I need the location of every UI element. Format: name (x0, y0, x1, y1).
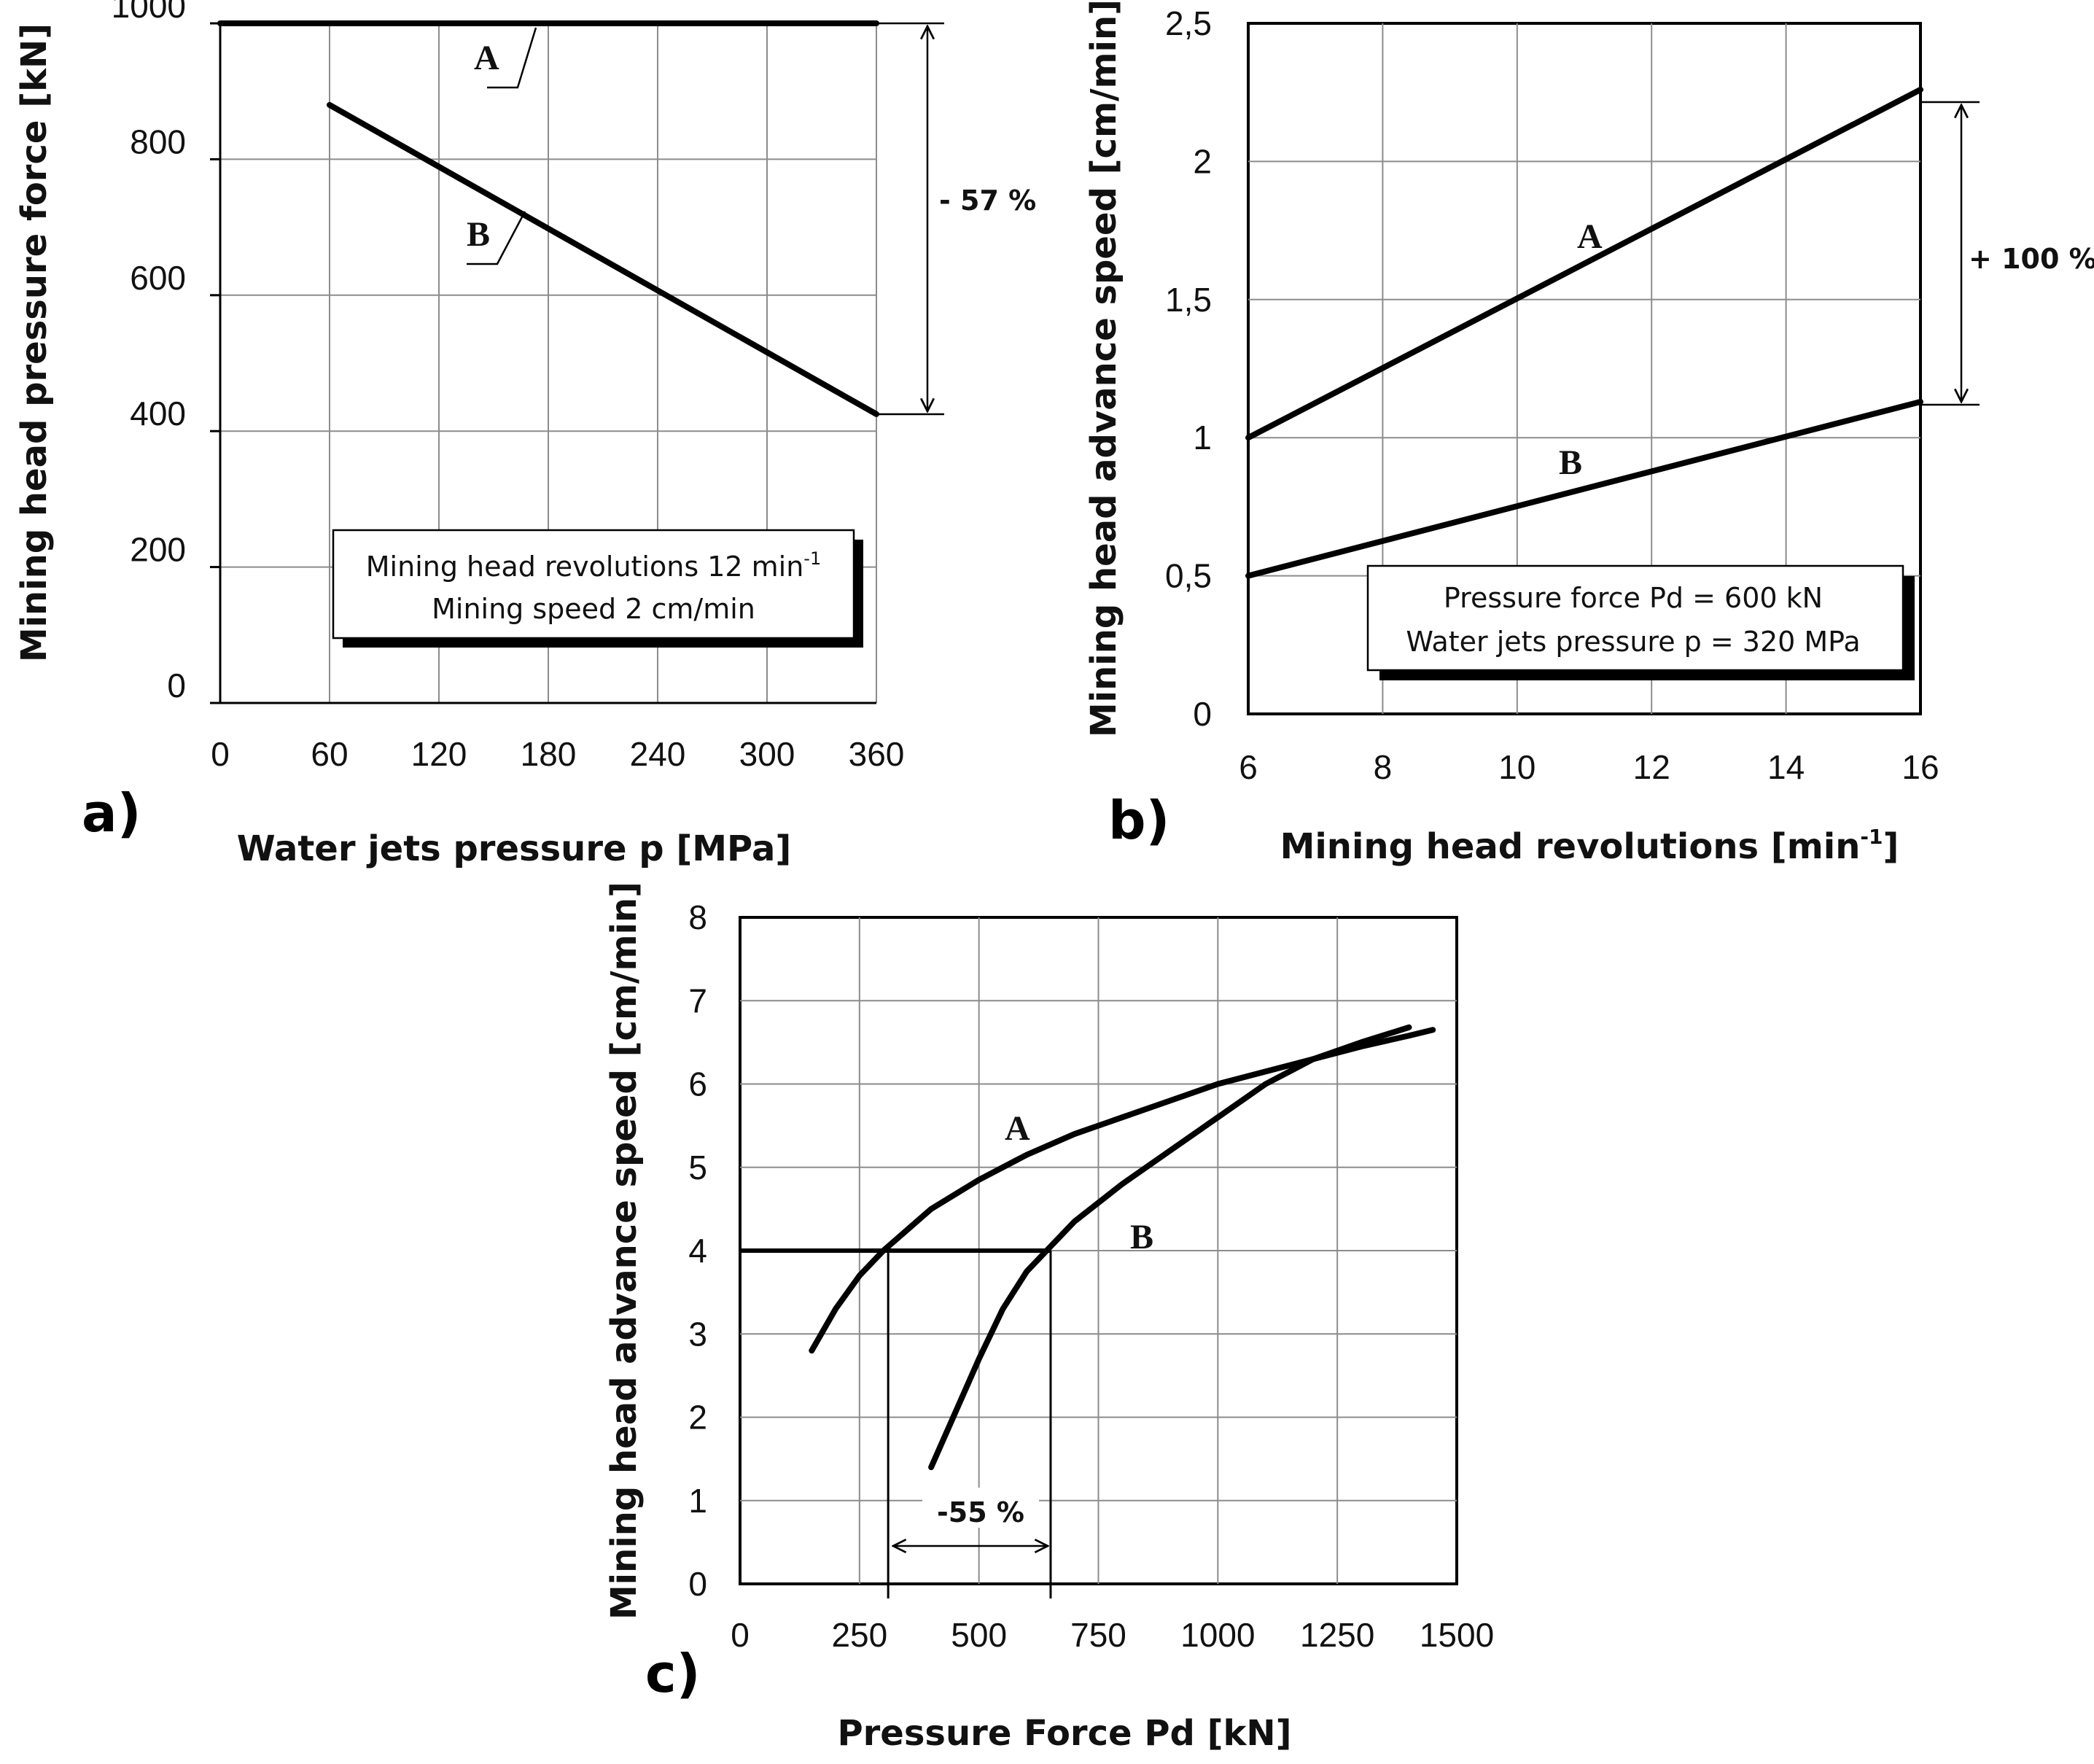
info-line-2: Mining speed 2 cm/min (432, 593, 755, 625)
y-tick-label: 1 (1193, 419, 1212, 456)
x-tick-label: 250 (831, 1616, 887, 1654)
y-tick-label: 7 (688, 982, 707, 1019)
change-annotation: -55 % (937, 1496, 1024, 1528)
change-annotation: + 100 % (1969, 243, 2094, 275)
x-axis-label: Water jets pressure p [MPa] (237, 828, 792, 869)
panel-label-c: c) (645, 1643, 701, 1704)
y-tick-label: 2 (688, 1399, 707, 1437)
info-box (1366, 564, 1904, 672)
y-tick-label: 1000 (112, 0, 186, 25)
series-group (1245, 86, 1923, 579)
series-line-a (1245, 86, 1923, 441)
series-group (809, 1024, 1436, 1471)
panel-label-b: b) (1108, 790, 1169, 851)
x-tick-label: 6 (1239, 748, 1258, 786)
y-tick-label: 400 (130, 395, 186, 432)
x-tick-label: 1000 (1180, 1616, 1255, 1654)
x-tick-label: 14 (1767, 748, 1805, 786)
y-tick-label: 0 (1193, 695, 1212, 733)
grid (740, 917, 1457, 1584)
y-axis-label: Mining head advance speed [cm/min] (604, 882, 645, 1620)
chart-a: 0 60 120 180 240 300 360 0 200 400 600 800 1000 A B… (14, 0, 1036, 869)
info-line-1: Mining head revolutions 12 min-1 (366, 548, 821, 583)
x-tick-label: 10 (1498, 748, 1536, 786)
x-tick-labels: 6 8 10 12 14 16 (1239, 748, 1939, 786)
reference-lines (740, 1248, 1052, 1598)
y-tick-label: 2 (1193, 142, 1212, 180)
series-line-b (327, 101, 879, 417)
x-tick-label: 0 (731, 1616, 750, 1654)
x-axis-label: Pressure Force Pd [kN] (837, 1713, 1291, 1754)
x-tick-label: 300 (739, 735, 795, 773)
y-tick-label: 0,5 (1165, 557, 1212, 595)
y-tick-label: 0 (167, 667, 186, 704)
x-tick-label: 8 (1374, 748, 1393, 786)
chart-c: 0 250 500 750 1000 1250 1500 0 1 2 3 4 5 6 7 8 A B -55… (604, 882, 1494, 1754)
y-tick-labels: 0 1 2 3 4 5 6 7 8 (688, 898, 707, 1603)
x-tick-label: 16 (1902, 748, 1939, 786)
series-line-b (928, 1024, 1412, 1471)
y-tick-label: 200 (130, 531, 186, 569)
x-tick-label: 180 (521, 735, 577, 773)
x-tick-label: 750 (1070, 1616, 1126, 1654)
y-tick-label: 800 (130, 123, 186, 160)
curve-label-b: B (467, 215, 490, 254)
y-tick-label: 1 (688, 1482, 707, 1520)
curve-label-a: A (1005, 1109, 1030, 1148)
x-tick-label: 240 (630, 735, 686, 773)
info-line-1: Pressure force Pd = 600 kN (1444, 582, 1823, 614)
info-superscript: -1 (803, 548, 821, 569)
y-tick-label: 8 (688, 898, 707, 936)
x-tick-label: 500 (951, 1616, 1007, 1654)
x-tick-labels: 0 250 500 750 1000 1250 1500 (731, 1616, 1494, 1654)
x-tick-label: 120 (411, 735, 467, 773)
series-line-b (1245, 398, 1923, 579)
x-tick-labels: 0 60 120 180 240 300 360 (211, 735, 904, 773)
curve-label-a: A (474, 39, 499, 77)
leader-b (467, 211, 526, 265)
y-tick-label: 4 (688, 1232, 707, 1270)
curve-label-a: A (1577, 217, 1603, 256)
x-tick-label: 60 (311, 735, 348, 773)
y-tick-label: 600 (130, 259, 186, 297)
x-axis-label: Mining head revolutions [min-1] (1280, 825, 1899, 867)
x-axis-label-superscript: -1 (1860, 825, 1883, 849)
chart-b: 6 8 10 12 14 16 0 0,5 1 1,5 2 2,5 A B + 100 % Pres… (1083, 0, 2094, 867)
y-tick-labels: 0 0,5 1 1,5 2 2,5 (1165, 4, 1212, 733)
change-annotation-bg (922, 1488, 1039, 1528)
series-group (217, 20, 879, 417)
y-tick-label: 2,5 (1165, 4, 1212, 42)
change-annotation: - 57 % (939, 184, 1036, 217)
info-line-2: Water jets pressure p = 320 MPa (1406, 626, 1860, 658)
info-box (332, 529, 855, 640)
series-line-a (809, 1027, 1436, 1354)
y-tick-label: 5 (688, 1149, 707, 1186)
x-tick-label: 0 (211, 735, 230, 773)
y-tick-labels: 0 200 400 600 800 1000 (112, 0, 220, 704)
y-tick-label: 1,5 (1165, 281, 1212, 319)
leader-a (487, 27, 537, 89)
curve-label-b: B (1130, 1218, 1153, 1256)
x-tick-label: 360 (849, 735, 905, 773)
x-tick-label: 1500 (1420, 1616, 1494, 1654)
plot-frame (1247, 22, 1922, 715)
x-tick-label: 12 (1633, 748, 1670, 786)
y-axis-label: Mining head advance speed [cm/min] (1083, 0, 1124, 737)
curve-label-b: B (1559, 443, 1582, 482)
x-tick-label: 1250 (1300, 1616, 1374, 1654)
panel-label-a: a) (82, 782, 141, 844)
y-tick-label: 0 (688, 1565, 707, 1603)
y-axis-label: Mining head pressure force [kN] (14, 23, 55, 662)
y-tick-label: 3 (688, 1315, 707, 1353)
y-tick-label: 6 (688, 1065, 707, 1103)
